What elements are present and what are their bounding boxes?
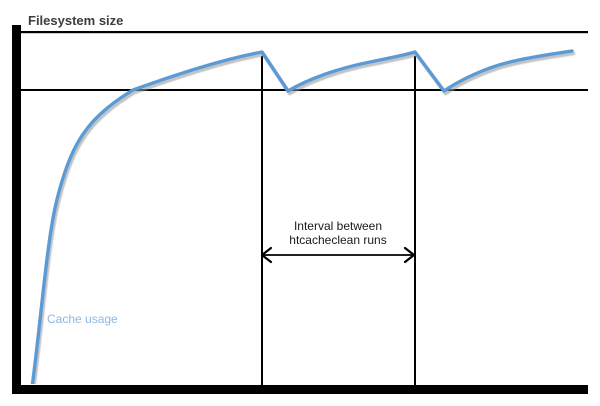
- svg-text:Filesystem size: Filesystem size: [28, 13, 123, 28]
- svg-text:Interval between: Interval between: [294, 219, 382, 233]
- svg-text:Cache usage: Cache usage: [47, 312, 118, 326]
- svg-text:htcacheclean runs: htcacheclean runs: [289, 233, 386, 247]
